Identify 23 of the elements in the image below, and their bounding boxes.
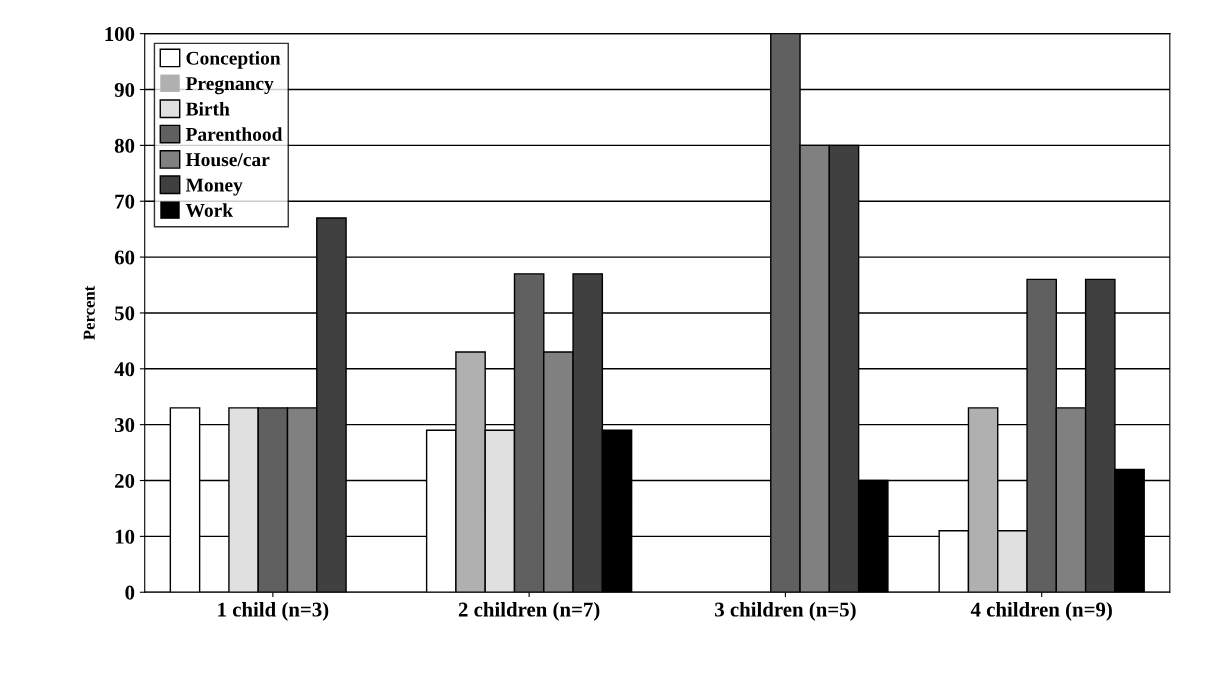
- legend-label: Pregnancy: [185, 77, 274, 95]
- legend-label: Work: [185, 203, 234, 218]
- legend-label: Money: [185, 178, 243, 196]
- legend-label: House/car: [185, 153, 270, 167]
- x-tick-label: 2 children (n=7): [458, 601, 600, 621]
- x-tick-label: 3 children (n=5): [715, 601, 856, 621]
- y-tick-label: 0: [125, 585, 135, 600]
- y-tick-label: 30: [114, 418, 135, 433]
- legend-label: Parenthood: [185, 127, 283, 141]
- x-tick-label: 1 child (n=3): [218, 601, 329, 621]
- y-tick-label: 10: [115, 529, 135, 544]
- y-tick-label: 90: [114, 82, 135, 97]
- y-tick-label: 50: [115, 306, 135, 321]
- y-tick-label: 40: [114, 362, 135, 377]
- legend-label: Birth: [185, 101, 230, 116]
- y-axis-title: Percent: [83, 285, 95, 340]
- legend-label: Conception: [186, 51, 281, 69]
- x-tick-label: 4 children (n=9): [970, 601, 1112, 621]
- y-tick-label: 60: [114, 250, 135, 265]
- y-tick-label: 20: [115, 473, 135, 488]
- y-tick-label: 70: [115, 194, 135, 209]
- y-tick-label: 100: [105, 27, 135, 42]
- y-tick-label: 80: [114, 138, 135, 153]
